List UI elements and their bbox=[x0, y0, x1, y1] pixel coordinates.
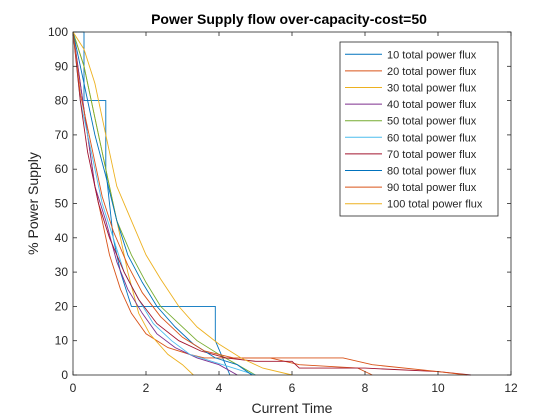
y-axis-ticks: 0 10 20 30 40 50 60 70 80 90 100 bbox=[48, 25, 511, 382]
legend-entry-label: 10 total power flux bbox=[387, 49, 477, 61]
x-tick-label: 6 bbox=[289, 381, 296, 395]
y-tick-label: 50 bbox=[55, 197, 69, 211]
y-tick-label: 20 bbox=[55, 299, 69, 313]
legend-entry-label: 80 total power flux bbox=[387, 166, 477, 178]
x-axis-ticks: 0 2 4 6 8 10 12 bbox=[70, 32, 518, 395]
x-axis-label: Current Time bbox=[252, 400, 333, 416]
legend-entry-label: 70 total power flux bbox=[387, 149, 477, 161]
y-tick-label: 40 bbox=[55, 231, 69, 245]
legend: 10 total power flux 20 total power flux 30… bbox=[339, 41, 499, 217]
y-tick-label: 0 bbox=[61, 368, 68, 382]
legend-entry-label: 40 total power flux bbox=[387, 99, 477, 111]
y-tick-label: 30 bbox=[55, 265, 69, 279]
legend-entry-label: 60 total power flux bbox=[387, 132, 477, 144]
y-tick-label: 80 bbox=[55, 94, 69, 108]
x-tick-label: 10 bbox=[431, 381, 445, 395]
y-tick-label: 90 bbox=[55, 59, 69, 73]
legend-entry-label: 100 total power flux bbox=[387, 199, 483, 211]
series-line-9 bbox=[72, 31, 468, 376]
y-axis-label: % Power Supply bbox=[25, 152, 41, 255]
y-tick-label: 100 bbox=[48, 25, 68, 39]
series-line-8 bbox=[72, 31, 253, 376]
y-tick-label: 70 bbox=[55, 128, 69, 142]
x-tick-label: 8 bbox=[362, 381, 369, 395]
x-tick-label: 12 bbox=[504, 381, 518, 395]
x-tick-label: 2 bbox=[143, 381, 150, 395]
legend-entry-label: 20 total power flux bbox=[387, 66, 477, 78]
legend-entry-label: 30 total power flux bbox=[387, 83, 477, 95]
series-layer bbox=[72, 31, 471, 376]
legend-entry-label: 50 total power flux bbox=[387, 116, 477, 128]
y-tick-label: 10 bbox=[55, 334, 69, 348]
y-tick-label: 60 bbox=[55, 162, 69, 176]
x-tick-label: 4 bbox=[216, 381, 223, 395]
chart-title: Power Supply flow over-capacity-cost=50 bbox=[151, 11, 427, 27]
series-line-7 bbox=[72, 31, 471, 376]
legend-entry-label: 90 total power flux bbox=[387, 182, 477, 194]
series-line-10 bbox=[72, 31, 293, 376]
x-tick-label: 0 bbox=[70, 381, 77, 395]
